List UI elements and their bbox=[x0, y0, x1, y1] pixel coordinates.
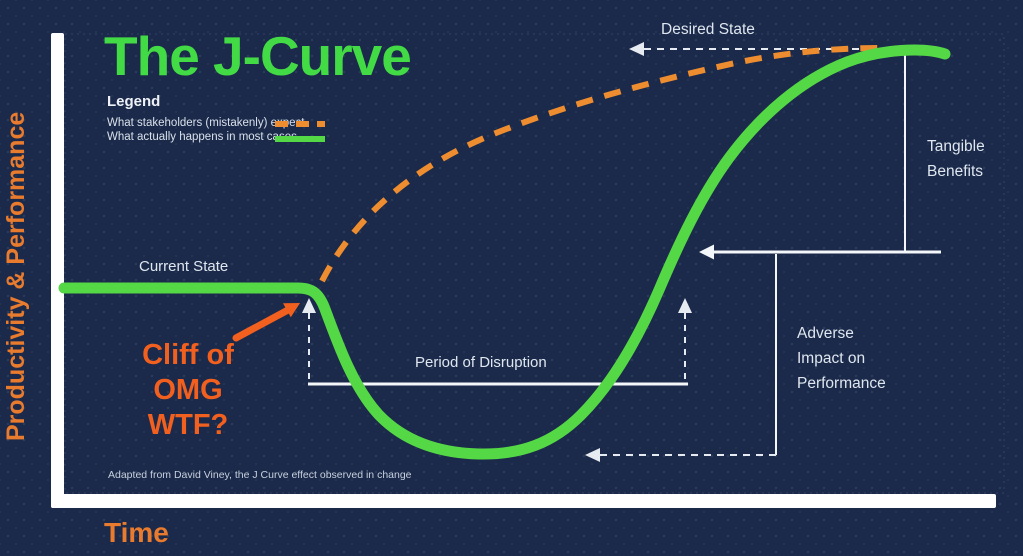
legend-dashed-swatch-icon bbox=[275, 121, 325, 127]
cliff-arrowhead-icon bbox=[283, 303, 300, 318]
tangible-benefits-label: Tangible Benefits bbox=[927, 138, 985, 180]
disruption-start-arrowhead-icon bbox=[302, 298, 316, 313]
legend-solid-swatch-icon bbox=[275, 136, 325, 142]
cliff-arrow-line bbox=[232, 306, 292, 342]
tangible-benefits-arrowhead-icon bbox=[699, 244, 714, 260]
page-title: The J-Curve bbox=[104, 25, 412, 87]
y-axis-label: Productivity & Performance bbox=[2, 111, 30, 441]
cliff-of-omg-wtf-label: Cliff of OMG WTF? bbox=[142, 339, 234, 441]
legend-heading: Legend bbox=[107, 93, 161, 110]
x-axis-bar bbox=[51, 494, 996, 508]
expected-curve bbox=[319, 45, 879, 283]
desired-state-arrowhead-icon bbox=[629, 42, 644, 56]
y-axis-bar bbox=[51, 33, 64, 508]
actual-curve bbox=[58, 44, 951, 460]
adverse-impact-label: Adverse Impact on Performance bbox=[797, 325, 886, 392]
desired-state-label: Desired State bbox=[661, 21, 755, 38]
source-caption: Adapted from David Viney, the J Curve ef… bbox=[108, 469, 412, 481]
legend-item-actual-label: What actually happens in most cases bbox=[107, 131, 297, 143]
adverse-impact-arrowhead-icon bbox=[585, 448, 600, 462]
recovery-point-arrowhead-icon bbox=[678, 298, 692, 313]
x-axis-label: Time bbox=[104, 517, 169, 548]
plot-panel-border bbox=[64, 33, 1005, 494]
period-of-disruption-label: Period of Disruption bbox=[415, 354, 547, 371]
current-state-label: Current State bbox=[139, 258, 229, 275]
legend-item-expected-label: What stakeholders (mistakenly) expect bbox=[107, 117, 305, 129]
